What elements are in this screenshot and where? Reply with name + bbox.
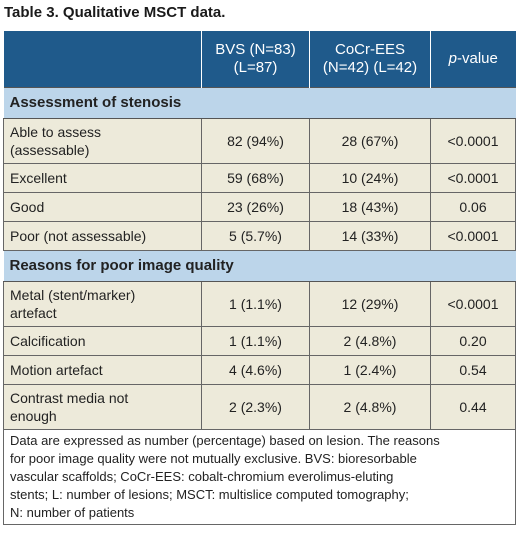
data-row: Poor (not assessable) 5 (5.7%) 14 (33%) <0.… [3, 221, 516, 251]
row-label-text: Contrast media not [10, 390, 129, 406]
footnote-line: N: number of patients [10, 505, 135, 520]
row-label: Able to assess (assessable) [3, 118, 202, 164]
header-row: BVS (N=83) (L=87) CoCr-EES (N=42) (L=42) p-v… [3, 31, 516, 88]
section-row: Reasons for poor image quality [3, 250, 516, 282]
cell: 82 (94%) [201, 118, 310, 164]
section-title: Reasons for poor image quality [3, 250, 516, 282]
cell: 2 (4.8%) [309, 384, 431, 430]
cell: 0.06 [430, 192, 516, 222]
header-cell: BVS (N=83) (L=87) [201, 31, 310, 88]
row-label-text: (assessable) [10, 142, 90, 158]
header-cell: CoCr-EES (N=42) (L=42) [309, 31, 431, 88]
footnote: Data are expressed as number (percentage… [3, 429, 516, 525]
table: BVS (N=83) (L=87) CoCr-EES (N=42) (L=42) p-v… [3, 31, 516, 525]
cell: 0.44 [430, 384, 516, 430]
header-text: p [448, 50, 457, 67]
cell: 4 (4.6%) [201, 355, 310, 385]
table-body: BVS (N=83) (L=87) CoCr-EES (N=42) (L=42) p-v… [3, 31, 516, 525]
row-label-text: artefact [10, 305, 57, 321]
header-text: CoCr-EES [334, 41, 405, 58]
cell: <0.0001 [430, 281, 516, 327]
cell: 2 (2.3%) [201, 384, 310, 430]
row-label: Excellent [3, 163, 202, 193]
row-label: Contrast media not enough [3, 384, 202, 430]
cell: 2 (4.8%) [309, 326, 431, 356]
cell: 10 (24%) [309, 163, 431, 193]
cell: 1 (1.1%) [201, 326, 310, 356]
cell: 28 (67%) [309, 118, 431, 164]
cell: <0.0001 [430, 163, 516, 193]
row-label: Metal (stent/marker) artefact [3, 281, 202, 327]
cell: 59 (68%) [201, 163, 310, 193]
footnote-row: Data are expressed as number (percentage… [3, 429, 516, 525]
cell: <0.0001 [430, 221, 516, 251]
data-row: Calcification 1 (1.1%) 2 (4.8%) 0.20 [3, 326, 516, 356]
footnote-line: for poor image quality were not mutually… [10, 451, 417, 466]
cell: 0.54 [430, 355, 516, 385]
cell: 5 (5.7%) [201, 221, 310, 251]
cell: 1 (1.1%) [201, 281, 310, 327]
cell: 12 (29%) [309, 281, 431, 327]
header-text: BVS (N=83) [215, 41, 296, 58]
row-label: Good [3, 192, 202, 222]
cell: <0.0001 [430, 118, 516, 164]
row-label-text: Able to assess [10, 124, 102, 140]
row-label-text: Motion artefact [10, 362, 103, 378]
header-cell [3, 31, 202, 88]
data-row: Metal (stent/marker) artefact 1 (1.1%) 12 (… [3, 281, 516, 327]
header-text: (L=87) [233, 59, 278, 76]
data-row: Excellent 59 (68%) 10 (24%) <0.0001 [3, 163, 516, 193]
cell: 23 (26%) [201, 192, 310, 222]
cell: 14 (33%) [309, 221, 431, 251]
footnote-line: Data are expressed as number (percentage… [10, 433, 440, 448]
footnote-line: stents; L: number of lesions; MSCT: mult… [10, 487, 409, 502]
data-row: Motion artefact 4 (4.6%) 1 (2.4%) 0.54 [3, 355, 516, 385]
cell: 1 (2.4%) [309, 355, 431, 385]
data-row: Able to assess (assessable) 82 (94%) 28 (67… [3, 118, 516, 164]
row-label-text: Poor (not assessable) [10, 228, 147, 244]
footnote-line: vascular scaffolds; CoCr-EES: cobalt-chr… [10, 469, 394, 484]
header-text: (N=42) (L=42) [322, 59, 418, 76]
row-label: Poor (not assessable) [3, 221, 202, 251]
row-label-text: Good [10, 199, 45, 215]
header-cell: p-value [430, 31, 516, 88]
table-title: Table 3. Qualitative MSCT data. [4, 4, 226, 21]
row-label-text: Metal (stent/marker) [10, 287, 136, 303]
cell: 0.20 [430, 326, 516, 356]
data-row: Contrast media not enough 2 (2.3%) 2 (4.8%)… [3, 384, 516, 430]
cell: 18 (43%) [309, 192, 431, 222]
row-label-text: Excellent [10, 170, 67, 186]
data-row: Good 23 (26%) 18 (43%) 0.06 [3, 192, 516, 222]
row-label-text: Calcification [10, 333, 86, 349]
row-label: Calcification [3, 326, 202, 356]
row-label: Motion artefact [3, 355, 202, 385]
row-label-text: enough [10, 408, 57, 424]
header-text: -value [456, 50, 498, 67]
section-title: Assessment of stenosis [3, 87, 516, 119]
section-row: Assessment of stenosis [3, 87, 516, 119]
